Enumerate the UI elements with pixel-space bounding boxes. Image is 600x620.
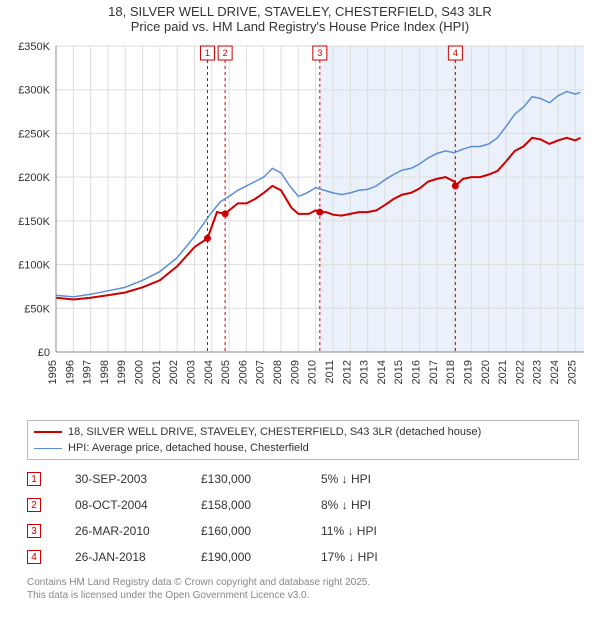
sale-marker-badge: 1 [27, 472, 41, 486]
sale-price: £130,000 [201, 472, 321, 486]
sale-point [316, 209, 323, 216]
x-tick-label: 2019 [462, 360, 474, 384]
x-tick-label: 2022 [514, 360, 526, 384]
title-line-1: 18, SILVER WELL DRIVE, STAVELEY, CHESTER… [0, 4, 600, 19]
x-tick-label: 2015 [393, 360, 405, 384]
y-tick-label: £250K [18, 128, 50, 140]
footer-attribution: Contains HM Land Registry data © Crown c… [27, 576, 588, 602]
x-tick-label: 2000 [134, 360, 146, 384]
sale-point [222, 210, 229, 217]
sale-marker-number: 4 [453, 48, 458, 58]
y-tick-label: £0 [38, 347, 50, 359]
sale-marker-number: 1 [205, 48, 210, 58]
page-root: 18, SILVER WELL DRIVE, STAVELEY, CHESTER… [0, 0, 600, 620]
y-tick-label: £50K [24, 303, 50, 315]
sale-row: 4 26-JAN-2018£190,00017% ↓ HPI [27, 544, 461, 570]
x-tick-label: 1997 [82, 360, 94, 384]
sale-price: £160,000 [201, 524, 321, 538]
legend-swatch [34, 431, 62, 433]
sale-date: 08-OCT-2004 [75, 498, 201, 512]
x-tick-label: 2006 [237, 360, 249, 384]
legend-item: HPI: Average price, detached house, Ches… [34, 440, 572, 456]
x-tick-label: 2025 [566, 360, 578, 384]
legend-swatch [34, 448, 62, 449]
sale-hpi-diff: 8% ↓ HPI [321, 498, 461, 512]
x-tick-label: 2021 [497, 360, 509, 384]
y-tick-label: £350K [18, 41, 50, 53]
x-tick-label: 2007 [255, 360, 267, 384]
legend: 18, SILVER WELL DRIVE, STAVELEY, CHESTER… [27, 420, 579, 460]
sale-date: 26-JAN-2018 [75, 550, 201, 564]
x-tick-label: 2008 [272, 360, 284, 384]
chart-title: 18, SILVER WELL DRIVE, STAVELEY, CHESTER… [0, 0, 600, 36]
y-tick-label: £200K [18, 172, 50, 184]
sale-point [204, 235, 211, 242]
x-tick-label: 1998 [99, 360, 111, 384]
legend-label: 18, SILVER WELL DRIVE, STAVELEY, CHESTER… [68, 426, 481, 438]
x-tick-label: 1996 [64, 360, 76, 384]
y-tick-label: £100K [18, 260, 50, 272]
x-tick-label: 1999 [116, 360, 128, 384]
x-tick-label: 2013 [359, 360, 371, 384]
x-tick-label: 2018 [445, 360, 457, 384]
y-tick-label: £300K [18, 85, 50, 97]
sale-price: £190,000 [201, 550, 321, 564]
x-tick-label: 2010 [307, 360, 319, 384]
x-tick-label: 2024 [549, 360, 561, 384]
x-tick-label: 2005 [220, 360, 232, 384]
sale-point [452, 182, 459, 189]
x-tick-label: 2017 [428, 360, 440, 384]
sale-marker-number: 3 [317, 48, 322, 58]
line-chart: £0 £50K £100K £150K £200K £250K £300K £350K 1995… [8, 40, 592, 410]
sale-row: 1 30-SEP-2003£130,0005% ↓ HPI [27, 466, 461, 492]
x-tick-label: 2004 [203, 360, 215, 384]
sale-row: 3 26-MAR-2010£160,00011% ↓ HPI [27, 518, 461, 544]
footer-line-1: Contains HM Land Registry data © Crown c… [27, 576, 588, 589]
x-tick-label: 2023 [532, 360, 544, 384]
sale-date: 30-SEP-2003 [75, 472, 201, 486]
x-tick-label: 2020 [480, 360, 492, 384]
legend-item: 18, SILVER WELL DRIVE, STAVELEY, CHESTER… [34, 424, 572, 440]
x-tick-label: 2001 [151, 360, 163, 384]
sale-marker-badge: 3 [27, 524, 41, 538]
sale-hpi-diff: 11% ↓ HPI [321, 524, 461, 538]
sale-marker-badge: 2 [27, 498, 41, 512]
y-tick-label: £150K [18, 216, 50, 228]
x-tick-label: 2003 [185, 360, 197, 384]
legend-label: HPI: Average price, detached house, Ches… [68, 442, 309, 454]
x-tick-label: 2011 [324, 360, 336, 384]
projection-band [320, 46, 584, 352]
sale-date: 26-MAR-2010 [75, 524, 201, 538]
sale-hpi-diff: 17% ↓ HPI [321, 550, 461, 564]
sale-marker-badge: 4 [27, 550, 41, 564]
x-tick-label: 2016 [411, 360, 423, 384]
footer-line-2: This data is licensed under the Open Gov… [27, 589, 588, 602]
x-tick-label: 1995 [47, 360, 59, 384]
title-line-2: Price paid vs. HM Land Registry's House … [0, 19, 600, 34]
sale-hpi-diff: 5% ↓ HPI [321, 472, 461, 486]
sale-price: £158,000 [201, 498, 321, 512]
sale-marker-number: 2 [223, 48, 228, 58]
x-tick-label: 2009 [289, 360, 301, 384]
x-tick-label: 2014 [376, 360, 388, 384]
x-tick-label: 2002 [168, 360, 180, 384]
chart-area: £0 £50K £100K £150K £200K £250K £300K £350K 1995… [8, 40, 592, 410]
sales-table: 1 30-SEP-2003£130,0005% ↓ HPI 2 08-OCT-2004… [27, 466, 461, 570]
sale-row: 2 08-OCT-2004£158,0008% ↓ HPI [27, 492, 461, 518]
x-tick-label: 2012 [341, 360, 353, 384]
